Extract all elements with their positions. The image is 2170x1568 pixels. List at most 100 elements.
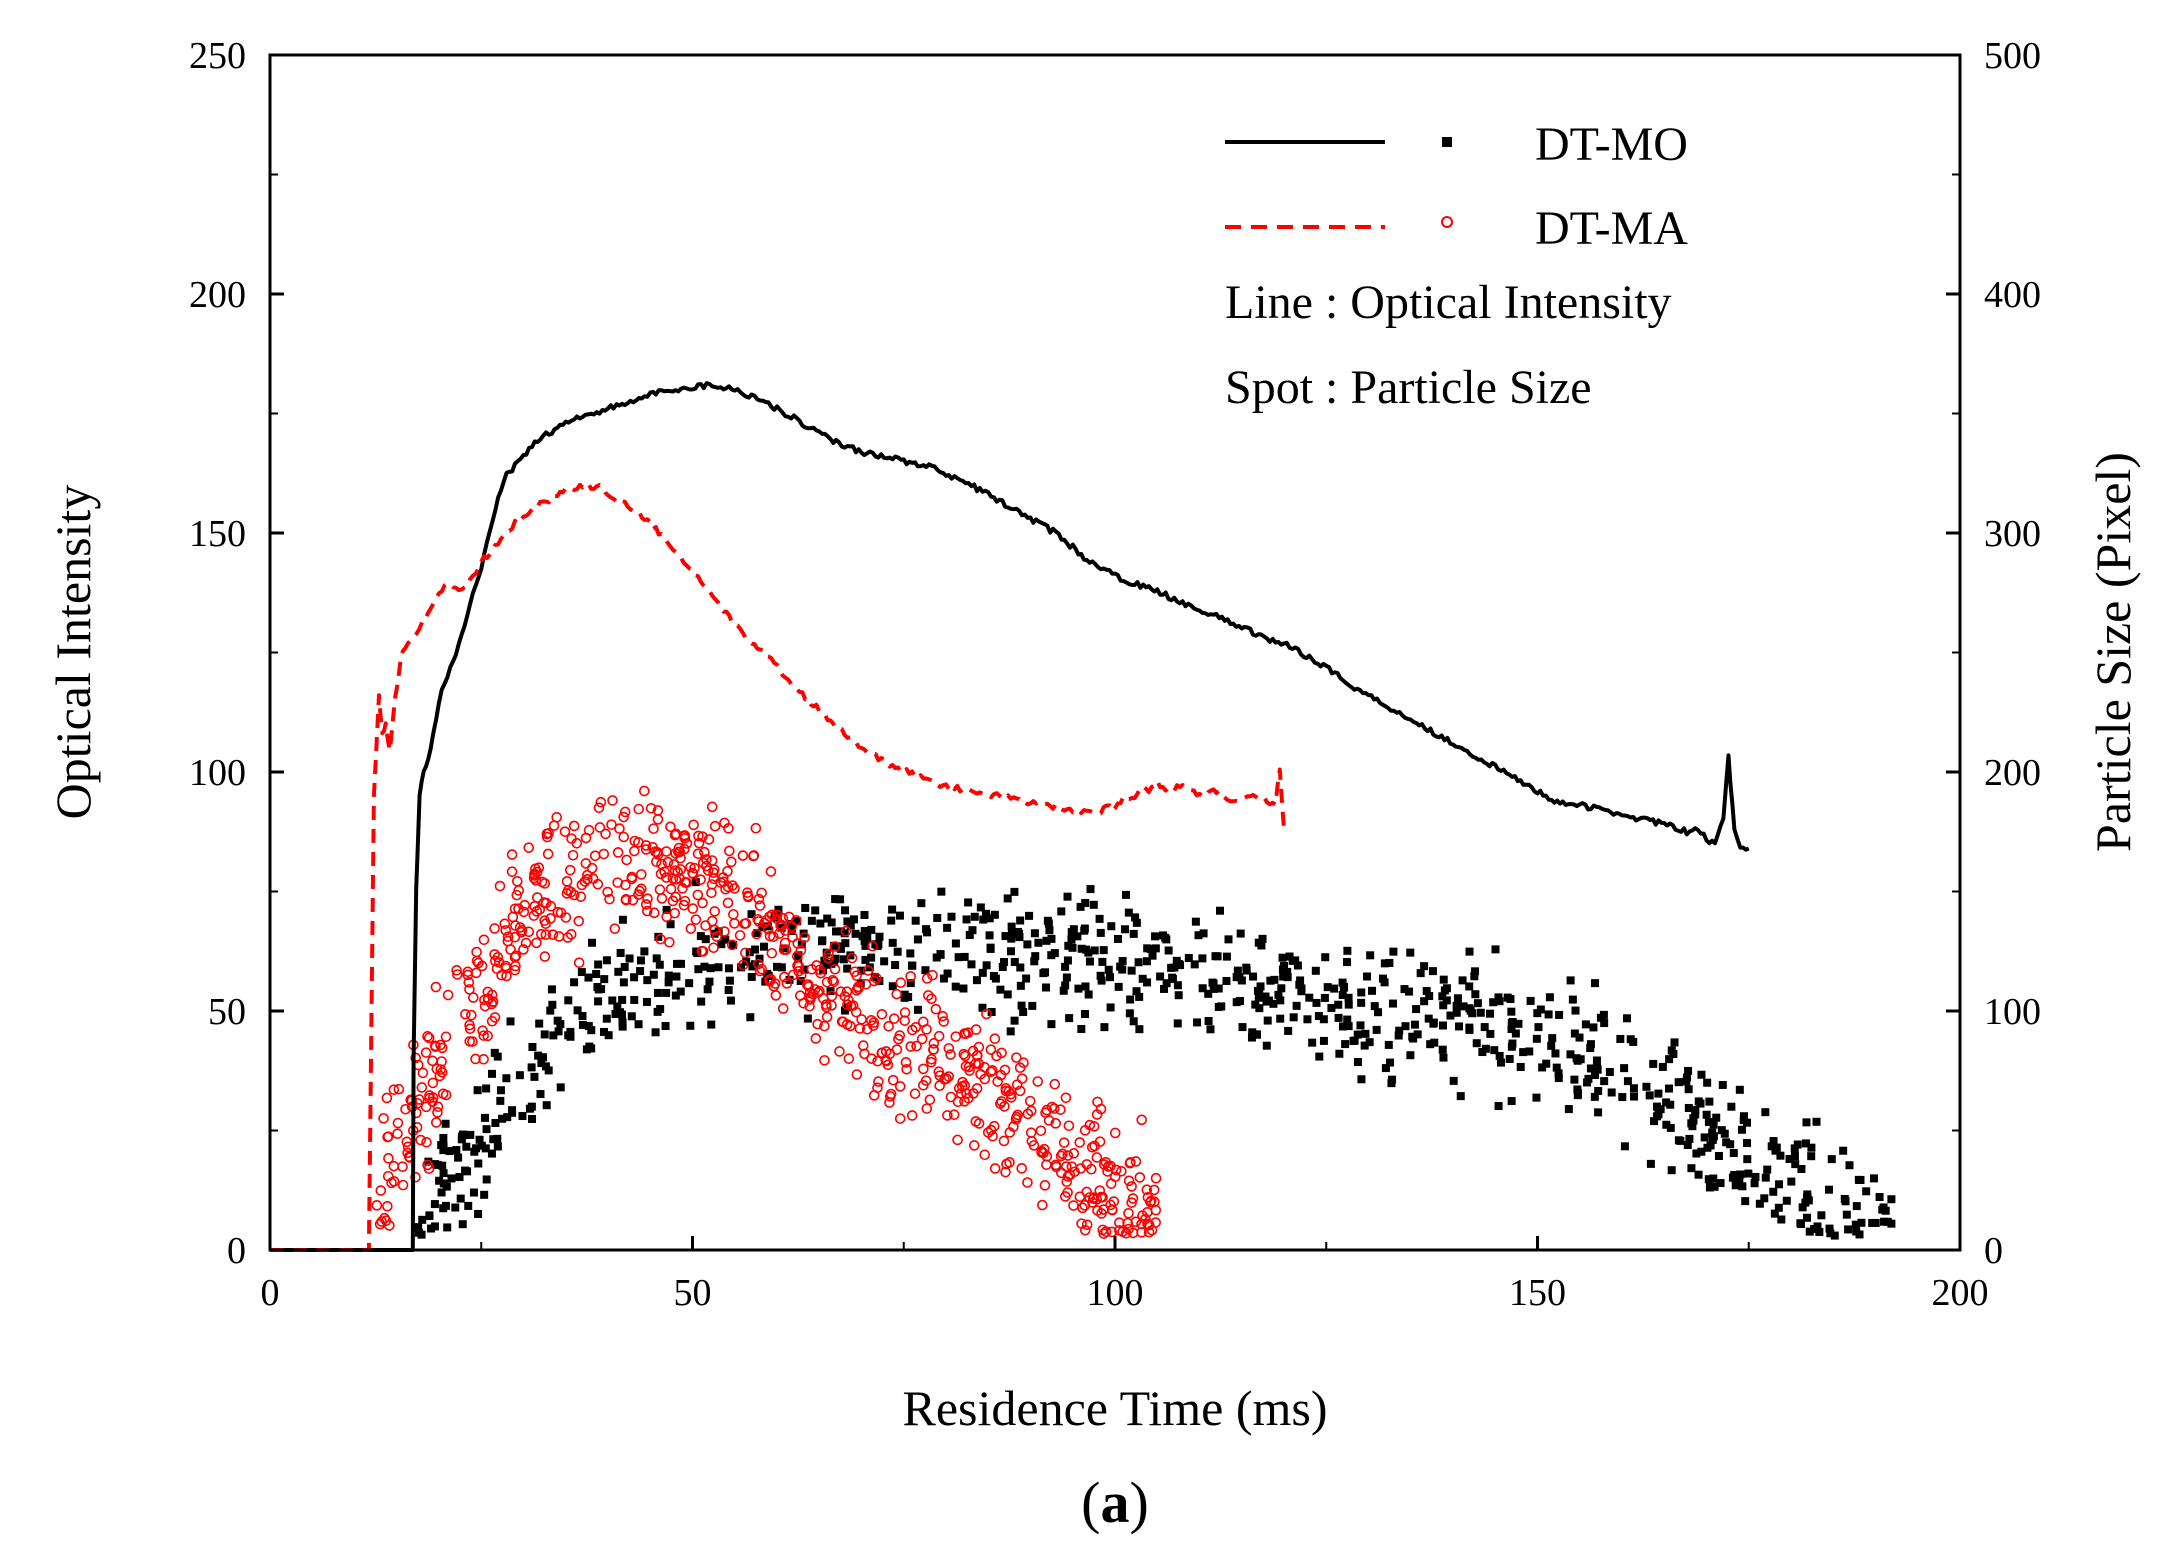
dt-mo-particle-point: [1743, 1155, 1752, 1164]
dt-ma-particle-point: [478, 1030, 490, 1041]
dt-mo-particle-point: [1697, 1070, 1706, 1079]
dt-ma-particle-point: [715, 877, 726, 888]
dt-ma-particle-point: [519, 899, 531, 911]
dt-mo-particle-point: [1343, 958, 1352, 967]
dt-mo-particle-point: [1692, 1149, 1701, 1158]
dt-mo-particle-point: [1365, 1038, 1374, 1047]
dt-mo-particle-point: [700, 962, 709, 971]
dt-mo-particle-point: [1430, 1038, 1439, 1047]
dt-ma-particle-point: [482, 1030, 493, 1042]
dt-mo-particle-point: [672, 972, 681, 981]
dt-ma-particle-point: [1014, 1085, 1026, 1097]
dt-ma-particle-point: [952, 1096, 964, 1108]
dt-mo-particle-point: [1168, 973, 1177, 982]
dt-mo-particle-point: [1470, 972, 1479, 981]
legend-note-spot: Spot : Particle Size: [1225, 361, 1592, 414]
dt-mo-particle-point: [1406, 1051, 1415, 1060]
dt-mo-particle-point: [1664, 1084, 1673, 1093]
dt-ma-particle-point: [1026, 1135, 1038, 1147]
dt-ma-particle-point: [618, 811, 629, 823]
dt-mo-particle-point: [673, 959, 682, 968]
dt-ma-particle-point: [555, 907, 567, 919]
dt-ma-particle-point: [702, 865, 714, 876]
dt-ma-particle-point: [847, 1000, 859, 1011]
dt-ma-particle-point: [545, 913, 556, 924]
y-left-tick-label: 250: [189, 35, 246, 77]
dt-mo-particle-point: [666, 920, 675, 929]
dt-mo-particle-point: [1667, 1166, 1676, 1175]
dt-mo-particle-point: [584, 973, 593, 982]
dt-mo-particle-point: [1204, 1017, 1213, 1026]
dt-mo-particle-point: [861, 955, 870, 964]
dt-mo-particle-point: [539, 1053, 548, 1062]
dt-ma-particle-point: [826, 1000, 837, 1011]
dt-mo-particle-point: [652, 954, 661, 963]
dt-mo-particle-point: [1805, 1227, 1814, 1236]
dt-ma-particle-point: [861, 1023, 873, 1035]
dt-mo-particle-point: [1233, 966, 1242, 975]
dt-ma-particle-point: [921, 1024, 932, 1035]
dt-mo-particle-point: [1057, 907, 1066, 916]
dt-mo-particle-point: [777, 963, 786, 972]
dt-ma-particle-point: [376, 1216, 388, 1227]
dt-ma-particle-point: [754, 900, 766, 911]
dt-mo-particle-point: [1542, 1059, 1551, 1068]
dt-mo-particle-point: [1456, 1092, 1465, 1101]
panel-label-letter: a: [1101, 1470, 1130, 1535]
dt-ma-particle-point: [916, 1033, 928, 1045]
dt-mo-particle-point: [1283, 967, 1292, 976]
dt-mo-particle-point: [1862, 1187, 1871, 1196]
dt-ma-particle-point: [1043, 1115, 1055, 1126]
dt-mo-particle-point: [1105, 973, 1114, 982]
dt-mo-particle-point: [1010, 1016, 1019, 1025]
x-tick-label: 100: [1087, 1272, 1144, 1314]
dt-ma-particle-point: [1051, 1161, 1062, 1173]
dt-ma-particle-point: [751, 928, 762, 940]
dt-ma-particle-point: [783, 911, 795, 923]
dt-ma-particle-point: [722, 897, 734, 909]
dt-mo-particle-point: [1013, 927, 1022, 936]
dt-mo-particle-point: [1717, 1126, 1726, 1135]
dt-mo-particle-point: [1852, 1227, 1861, 1236]
dt-mo-particle-point: [482, 1125, 491, 1134]
dt-mo-particle-point: [1507, 1025, 1516, 1034]
dt-ma-particle-point: [911, 1040, 922, 1052]
dt-mo-particle-point: [1222, 952, 1231, 961]
dt-mo-particle-point: [1702, 1110, 1711, 1119]
dt-ma-particle-point: [582, 873, 593, 885]
tick-layer: 0 50 100 150 2000501001502002500100200300400…: [189, 35, 2041, 1314]
dt-mo-particle-point: [1096, 971, 1105, 980]
dt-ma-particle-point: [1060, 1092, 1072, 1104]
dt-mo-particle-point: [640, 947, 649, 956]
dt-ma-particle-point: [424, 1090, 435, 1101]
y-left-tick-label: 50: [208, 991, 246, 1033]
dt-mo-particle-point: [414, 1223, 423, 1232]
dt-mo-particle-point: [1084, 948, 1093, 957]
dt-ma-particle-point: [930, 1003, 942, 1015]
dt-ma-particle-point: [868, 975, 880, 987]
dt-mo-particle-point: [1297, 987, 1306, 996]
dt-ma-particle-point: [922, 990, 934, 1001]
dt-mo-particle-point: [1599, 1010, 1608, 1019]
dt-mo-particle-point: [851, 929, 860, 938]
dt-ma-particle-point: [1061, 1176, 1073, 1188]
dt-ma-particle-point: [921, 973, 933, 984]
dt-mo-particle-point: [1174, 991, 1183, 1000]
dt-ma-particle-point: [867, 940, 878, 952]
dt-ma-particle-point: [427, 1096, 438, 1107]
dt-mo-particle-point: [803, 1014, 812, 1023]
dt-mo-particle-point: [439, 1169, 448, 1178]
dt-ma-particle-point: [575, 891, 587, 902]
dt-mo-particle-point: [1370, 1002, 1379, 1011]
dt-ma-particle-point: [1069, 1166, 1080, 1178]
dt-mo-particle-point: [443, 1223, 452, 1232]
dt-mo-particle-point: [939, 974, 948, 983]
dt-mo-particle-point: [846, 921, 855, 930]
dt-mo-particle-point: [554, 1027, 563, 1036]
dt-ma-particle-point: [925, 1056, 937, 1068]
dt-ma-particle-point: [541, 828, 553, 840]
dt-ma-particle-point: [661, 872, 672, 883]
dt-ma-particle-point: [754, 965, 766, 977]
dt-mo-particle-point: [967, 960, 976, 969]
dt-ma-particle-point: [777, 912, 789, 924]
